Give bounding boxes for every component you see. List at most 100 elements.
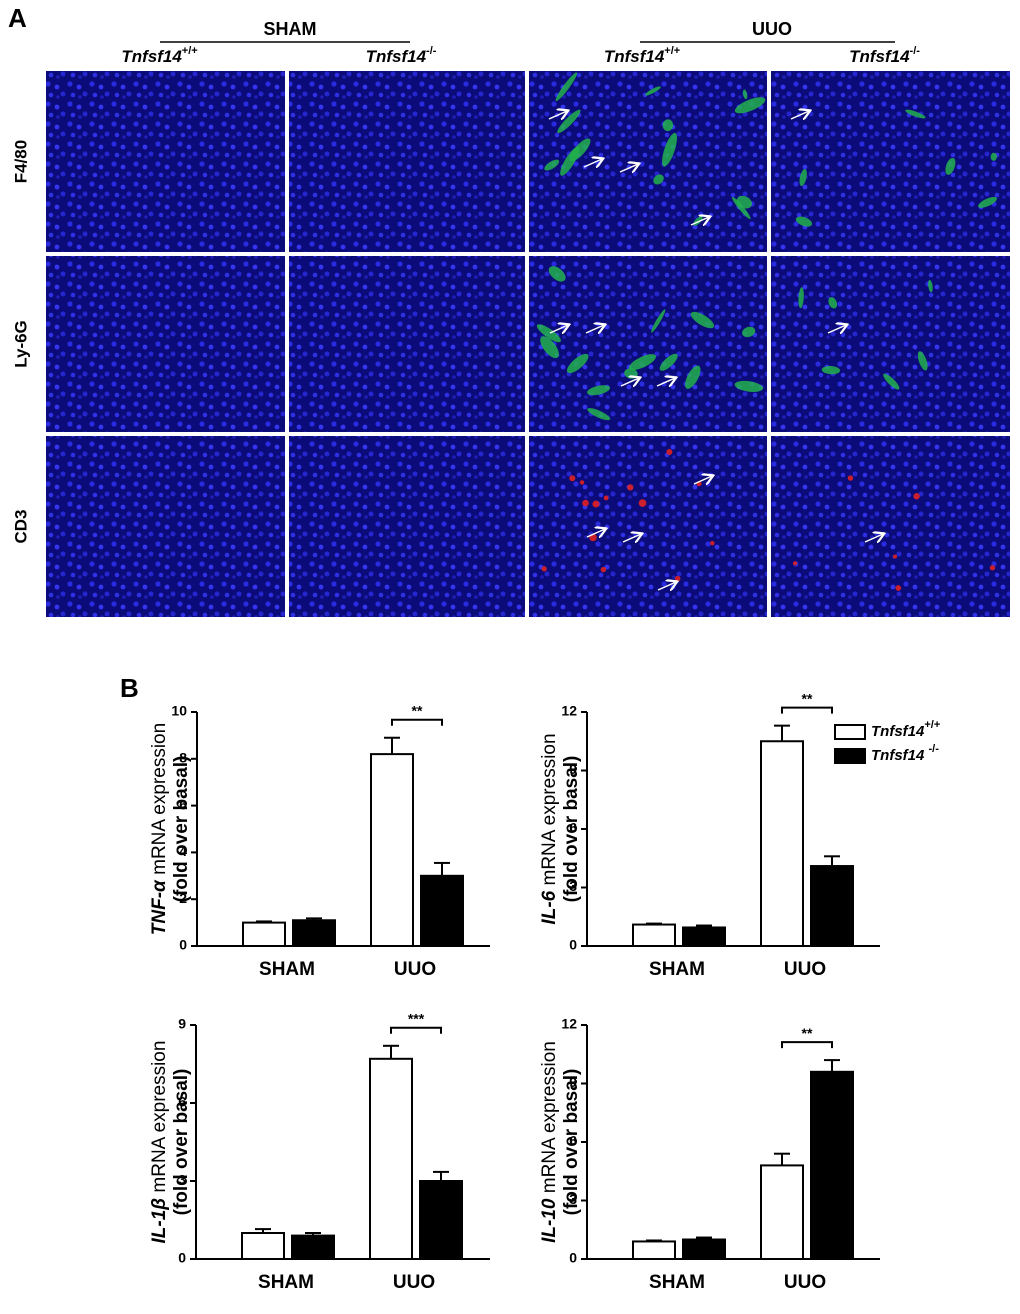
y-tick-label: 6: [178, 1094, 186, 1110]
y-tick-label: 0: [179, 937, 187, 953]
significance-label: **: [802, 690, 813, 706]
y-tick-label: 0: [569, 937, 577, 953]
significance-bracket: [781, 1041, 833, 1049]
y-axis-label-text: mRNA expression: [149, 1041, 170, 1193]
micrograph: [529, 256, 767, 432]
arrow: [827, 325, 846, 333]
legend-label-base: Tnfsf14: [871, 747, 929, 764]
stain: [627, 484, 634, 491]
significance-label: **: [802, 1025, 813, 1041]
y-tick-label: 3: [569, 1191, 577, 1207]
bar: [632, 923, 676, 947]
column-label: Tnfsf14+/+: [604, 45, 680, 67]
y-axis-label-text: mRNA expression: [149, 723, 170, 875]
legend-label: Tnfsf14+/+: [871, 719, 940, 740]
y-axis-sublabel: (fold over basal): [561, 756, 582, 903]
bar: [810, 1070, 854, 1261]
bar: [760, 740, 804, 947]
x-tick-label: UUO: [784, 959, 826, 980]
stain: [569, 138, 591, 162]
stain: [592, 500, 600, 508]
arrow: [548, 111, 567, 119]
y-axis-sublabel: (fold over basal): [561, 1069, 582, 1216]
y-axis-label: IL-6 mRNA expression: [539, 733, 560, 924]
stain: [651, 309, 666, 333]
stain: [905, 109, 926, 119]
arrow: [585, 325, 604, 333]
stain: [928, 279, 933, 293]
stain: [690, 311, 715, 329]
stain: [659, 353, 678, 371]
column-label: Tnfsf14-/-: [849, 45, 920, 67]
bar: [810, 865, 854, 947]
x-tick-label: UUO: [784, 1272, 826, 1293]
stain: [978, 196, 997, 208]
row-label: Ly-6G: [11, 320, 30, 368]
column-label-base: Tnfsf14: [121, 47, 182, 66]
stain: [989, 565, 996, 571]
y-tick-label: 9: [569, 761, 577, 777]
y-axis-label-gene: IL-1β: [149, 1198, 170, 1244]
significance-bracket: [391, 718, 443, 726]
row-label: F4/80: [11, 140, 30, 183]
micrograph: [289, 436, 525, 617]
y-tick-label: 9: [569, 1074, 577, 1090]
x-tick-label: UUO: [393, 1272, 435, 1293]
y-axis-label: IL-1β mRNA expression: [149, 1041, 170, 1244]
stain: [536, 324, 561, 343]
x-tick-label: SHAM: [649, 959, 705, 980]
y-tick-label: 10: [171, 703, 187, 719]
y-axis-sublabel: (fold over basal): [171, 1069, 192, 1216]
stain: [685, 365, 701, 389]
bar: [682, 1238, 726, 1260]
y-tick-label: 12: [561, 703, 577, 719]
stain: [540, 336, 559, 359]
group-label: SHAM: [264, 19, 317, 39]
arrow: [657, 582, 676, 590]
micrograph: [289, 71, 525, 252]
stain: [736, 195, 752, 209]
significance-bracket: [390, 1026, 442, 1034]
x-tick-label: UUO: [394, 959, 436, 980]
y-tick-label: 2: [179, 890, 187, 906]
bar: [369, 1057, 413, 1261]
column-label-sup: +/+: [664, 45, 680, 57]
bar: [420, 874, 464, 947]
y-axis-label-gene: IL-6: [539, 890, 560, 924]
stain: [582, 499, 589, 507]
stain: [821, 365, 841, 375]
stain: [710, 540, 715, 546]
bar: [682, 926, 726, 947]
stain: [544, 159, 560, 171]
legend-swatch: [834, 724, 866, 740]
micrograph: [771, 256, 1010, 432]
group-label: UUO: [752, 19, 792, 39]
y-tick-label: 3: [569, 878, 577, 894]
y-tick-label: 0: [178, 1250, 186, 1266]
bar: [760, 1164, 804, 1261]
arrow: [620, 378, 639, 386]
stain: [732, 196, 751, 220]
stain: [557, 109, 581, 134]
x-tick-label: SHAM: [259, 959, 315, 980]
stain: [798, 287, 804, 309]
stain: [828, 297, 838, 309]
arrow: [864, 534, 883, 542]
stain: [742, 89, 748, 100]
arrow: [619, 164, 638, 172]
column-label-base: Tnfsf14: [849, 47, 910, 66]
stain: [555, 72, 578, 102]
arrow: [790, 111, 809, 119]
bar: [241, 1232, 285, 1260]
stain: [799, 169, 807, 187]
row-label: CD3: [11, 509, 30, 543]
stain: [662, 132, 678, 167]
y-axis-label-gene: TNF-α: [149, 879, 170, 935]
stain: [847, 475, 854, 481]
stain: [913, 493, 920, 500]
column-label-sup: -/-: [910, 45, 921, 57]
stain: [895, 585, 902, 591]
y-tick-label: 9: [178, 1016, 186, 1032]
y-axis-label: TNF-α mRNA expression: [149, 723, 170, 935]
